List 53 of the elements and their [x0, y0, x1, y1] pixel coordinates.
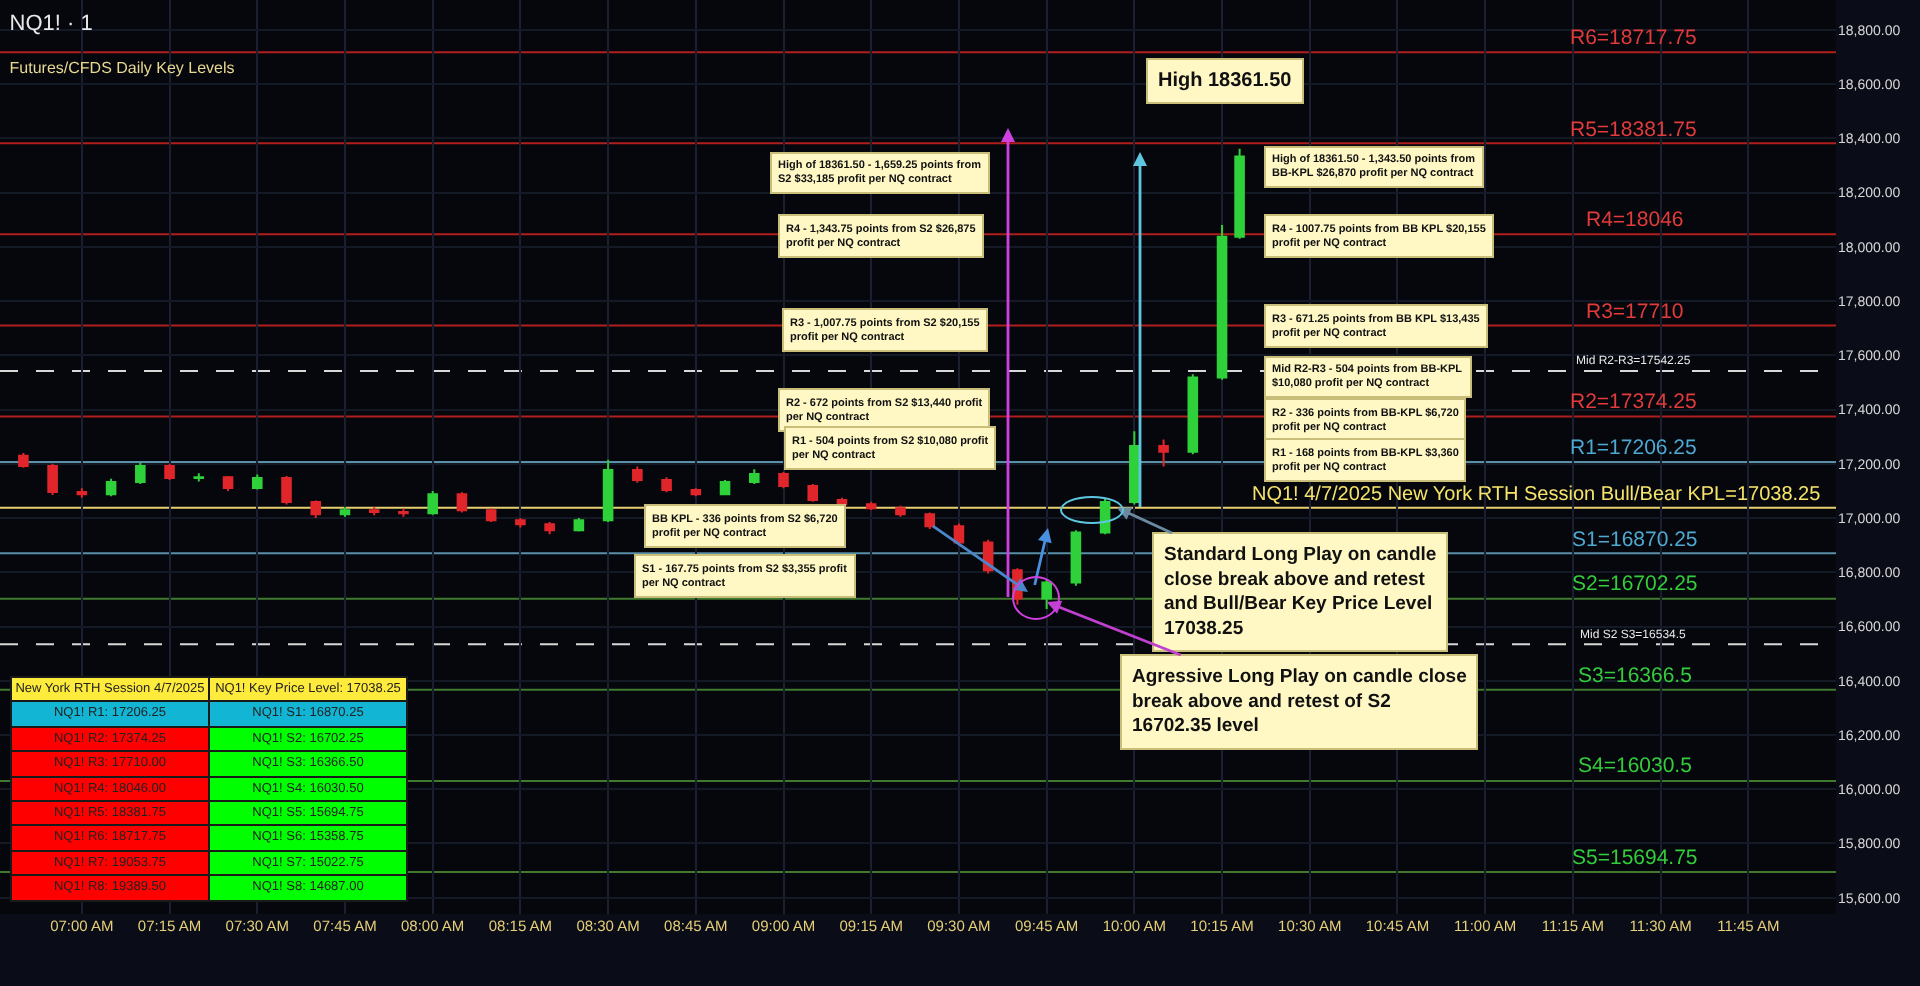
- ref-line-label: R6=18717.75: [1570, 26, 1698, 50]
- ref-line-label: R3=17710: [1586, 300, 1684, 324]
- candlestick: [924, 511, 935, 530]
- ref-line-label: NQ1! 4/7/2025 New York RTH Session Bull/Bear KPL=17038.25: [1252, 484, 1822, 506]
- annotation: Agressive Long Play on candle close break above and retest of S2 16702.35 level: [1132, 666, 1467, 738]
- candlestick: [18, 451, 29, 469]
- candlestick: [1158, 438, 1169, 468]
- ref-line-label: R4=18046: [1586, 208, 1684, 232]
- candlestick: [515, 517, 526, 529]
- candlestick: [251, 473, 263, 491]
- ref-line-label: S4=16030.5: [1578, 754, 1693, 778]
- candlestick: [895, 504, 906, 518]
- candlestick: [281, 474, 292, 506]
- candlestick: [222, 474, 234, 492]
- candlestick: [310, 499, 322, 520]
- candlestick: [105, 477, 117, 498]
- candlestick: [47, 462, 58, 496]
- annotation: High 18361.50: [1158, 70, 1293, 92]
- candlestick: [1187, 373, 1199, 456]
- candlestick: [778, 470, 789, 490]
- text: Futures/CFDS Daily Key Levels: [9, 58, 235, 77]
- ref-line-label: S2=16702.25: [1572, 572, 1698, 596]
- text: NQ1! · 1: [9, 12, 93, 37]
- candlestick: [748, 468, 760, 486]
- candlestick: [368, 506, 380, 517]
- candlestick: [661, 476, 672, 494]
- candlestick: [339, 506, 351, 518]
- annotation: Standard Long Play on candle close break above and retest and Bull/Bear Key Price Level 17038.25: [1164, 544, 1437, 641]
- ref-line-label: S1=16870.25: [1572, 528, 1698, 552]
- candlestick: [1129, 430, 1140, 506]
- candlestick: [135, 461, 146, 486]
- candlestick: [193, 472, 205, 483]
- candlestick: [865, 500, 877, 511]
- ref-line-label: S3=16366.5: [1578, 664, 1693, 688]
- candlestick: [807, 483, 819, 503]
- candlestick: [76, 487, 88, 499]
- candlestick: [398, 507, 409, 518]
- candlestick: [719, 479, 731, 496]
- candlestick: [602, 458, 614, 524]
- ref-line-label: R1=17206.25: [1570, 436, 1698, 460]
- candlestick: [427, 489, 438, 516]
- candlestick: [456, 491, 468, 514]
- candlestick: [632, 465, 643, 484]
- candlestick: [573, 517, 585, 533]
- candlestick: [164, 462, 175, 482]
- ref-line-label: R2=17374.25: [1570, 390, 1698, 414]
- ref-line-label: S5=15694.75: [1572, 846, 1698, 870]
- candlestick: [485, 507, 497, 524]
- candlestick: [544, 521, 555, 536]
- candlestick: [1216, 224, 1228, 381]
- ref-line-label: R5=18381.75: [1570, 118, 1698, 142]
- candlestick: [1234, 147, 1245, 240]
- candlestick: [1070, 529, 1082, 587]
